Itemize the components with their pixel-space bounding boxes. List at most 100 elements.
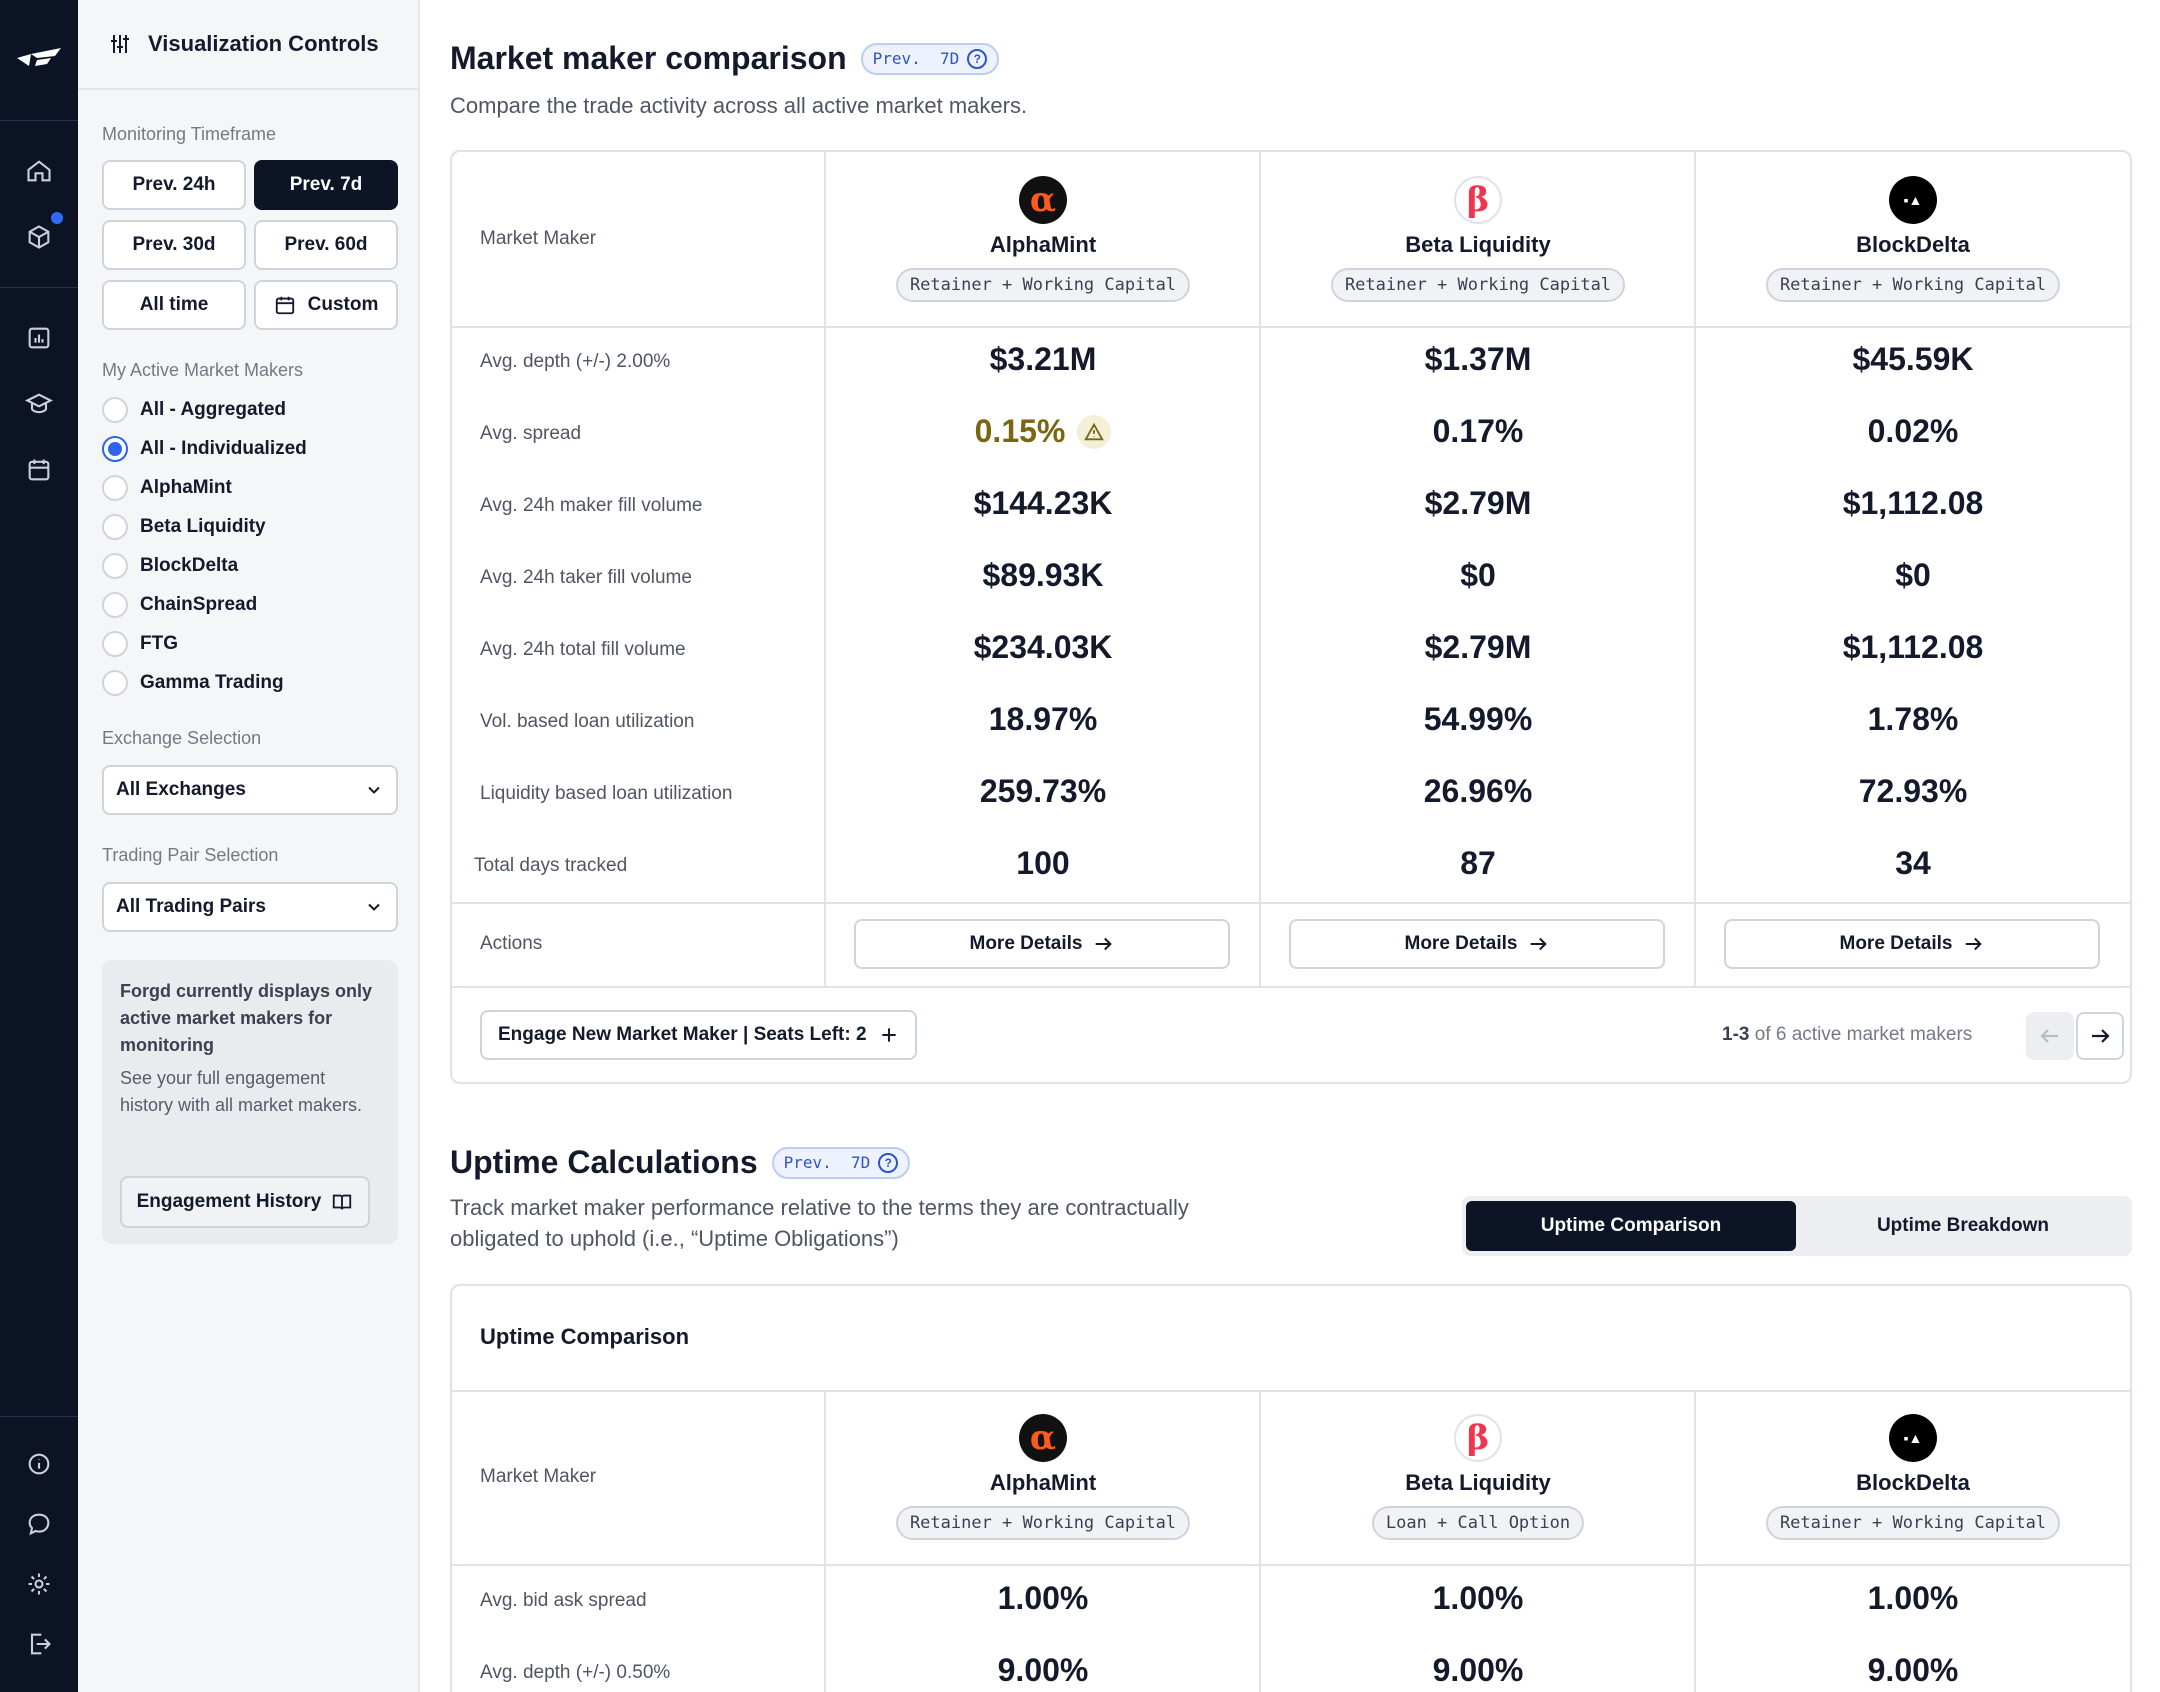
maker-option-label: AlphaMint — [140, 477, 232, 498]
radio-button[interactable] — [102, 514, 128, 540]
radio-button[interactable] — [102, 397, 128, 423]
cube-icon[interactable] — [23, 221, 55, 253]
maker-option[interactable]: Gamma Trading — [102, 668, 284, 698]
maker-option[interactable]: FTG — [102, 629, 178, 659]
engagement-history-label: Engagement History — [136, 1191, 322, 1212]
help-icon[interactable]: ? — [967, 48, 988, 69]
info-icon[interactable] — [23, 1448, 55, 1480]
timeframe-badge[interactable]: Prev. 7D ? — [860, 42, 1000, 75]
metric-value-warning: 0.15% — [826, 413, 1260, 450]
maker-column-header: β Beta Liquidity Loan + Call Option — [1261, 1414, 1695, 1540]
more-details-label: More Details — [969, 933, 1083, 954]
maker-option-label: BlockDelta — [140, 555, 239, 576]
timeframe-badge-label: Prev. 7D — [872, 49, 960, 68]
makers-label: My Active Market Makers — [102, 360, 304, 380]
pagination-text: 1-3 of 6 active market makers — [1722, 1024, 1972, 1046]
maker-option-label: All - Individualized — [140, 438, 307, 459]
alphamint-logo: α — [1019, 176, 1067, 224]
timeframe-30d-button[interactable]: Prev. 30d — [102, 220, 246, 270]
maker-option[interactable]: AlphaMint — [102, 473, 232, 503]
arrow-left-icon — [2040, 1029, 2058, 1043]
timeframe-24h-button[interactable]: Prev. 24h — [102, 160, 246, 210]
row-divider — [452, 1564, 2130, 1566]
maker-name: BlockDelta — [1856, 232, 1970, 257]
more-details-button[interactable]: More Details — [1289, 919, 1665, 969]
forgd-logo[interactable] — [15, 44, 63, 76]
maker-option[interactable]: Beta Liquidity — [102, 512, 266, 542]
timeframe-60d-button[interactable]: Prev. 60d — [254, 220, 398, 270]
trading-pair-select[interactable]: All Trading Pairs — [102, 882, 398, 932]
blockdelta-logo: ▪▲ — [1889, 176, 1937, 224]
maker-option-label: Gamma Trading — [140, 672, 284, 693]
row-divider — [452, 1390, 2130, 1392]
previous-page-button[interactable] — [2026, 1012, 2074, 1060]
arrow-right-icon — [1966, 937, 1983, 951]
maker-option[interactable]: All - Aggregated — [102, 395, 286, 425]
metric-value: $234.03K — [973, 629, 1113, 665]
book-icon — [333, 1194, 352, 1210]
exchange-select[interactable]: All Exchanges — [102, 765, 398, 815]
next-page-button[interactable] — [2076, 1012, 2124, 1060]
engage-label: Engage New Market Maker | Seats Left: 2 — [498, 1024, 867, 1045]
metric-value: 1.00% — [1867, 1580, 1959, 1616]
settings-icon[interactable] — [23, 1568, 55, 1600]
comparison-subtitle: Compare the trade activity across all ac… — [450, 93, 1028, 118]
col-divider — [824, 152, 826, 988]
timeframe-7d-button[interactable]: Prev. 7d — [254, 160, 398, 210]
maker-option-label: FTG — [140, 633, 178, 654]
col-divider — [1694, 152, 1696, 988]
visualization-controls-panel: Visualization Controls Monitoring Timefr… — [78, 0, 420, 1692]
info-strong-text: Forgd currently displays only active mar… — [120, 981, 373, 1055]
exchange-label: Exchange Selection — [102, 728, 262, 748]
maker-option[interactable]: ChainSpread — [102, 590, 257, 620]
metric-value: 1.00% — [997, 1580, 1089, 1616]
calendar-icon — [275, 296, 294, 315]
timeframe-badge[interactable]: Prev. 7D ? — [771, 1146, 911, 1179]
tab-uptime-comparison[interactable]: Uptime Comparison — [1466, 1201, 1796, 1251]
metric-value: 26.96% — [1423, 773, 1533, 809]
pair-label: Trading Pair Selection — [102, 845, 279, 865]
metric-value: 1.00% — [1432, 1580, 1524, 1616]
radio-button[interactable] — [102, 670, 128, 696]
notification-dot — [51, 212, 63, 224]
maker-name: Beta Liquidity — [1405, 1470, 1551, 1495]
tab-uptime-breakdown[interactable]: Uptime Breakdown — [1876, 1215, 2050, 1236]
rail-divider — [0, 287, 78, 288]
chart-icon[interactable] — [23, 322, 55, 354]
help-icon[interactable]: ? — [878, 1152, 899, 1173]
metric-value: $144.23K — [973, 485, 1113, 521]
row-label: Avg. 24h total fill volume — [480, 639, 686, 660]
radio-button-selected[interactable] — [102, 436, 128, 462]
maker-option[interactable]: All - Individualized — [102, 434, 307, 464]
radio-button[interactable] — [102, 553, 128, 579]
logout-icon[interactable] — [23, 1628, 55, 1660]
more-details-label: More Details — [1404, 933, 1518, 954]
engagement-history-button[interactable]: Engagement History — [120, 1176, 370, 1228]
radio-button[interactable] — [102, 475, 128, 501]
metric-value: $2.79M — [1424, 485, 1532, 521]
education-icon[interactable] — [23, 388, 55, 420]
calendar-icon[interactable] — [23, 454, 55, 486]
home-icon[interactable] — [23, 155, 55, 187]
maker-option[interactable]: BlockDelta — [102, 551, 238, 581]
row-label: Avg. depth (+/-) 2.00% — [480, 351, 671, 372]
radio-button[interactable] — [102, 631, 128, 657]
timeframe-all-time-button[interactable]: All time — [102, 280, 246, 330]
engage-new-market-maker-button[interactable]: Engage New Market Maker | Seats Left: 2 — [480, 1010, 917, 1060]
col-divider — [1259, 1390, 1261, 1692]
timeframe-custom-button[interactable]: Custom — [254, 280, 398, 330]
exchange-select-value: All Exchanges — [116, 779, 246, 800]
alphamint-logo: α — [1019, 1414, 1067, 1462]
warning-icon[interactable] — [1077, 414, 1112, 449]
metric-value: $0 — [1460, 557, 1496, 593]
beta-liquidity-logo: β — [1454, 176, 1502, 224]
metric-value: 0.17% — [1432, 413, 1524, 449]
chat-icon[interactable] — [23, 1508, 55, 1540]
more-details-button[interactable]: More Details — [1724, 919, 2100, 969]
more-details-button[interactable]: More Details — [854, 919, 1230, 969]
maker-name: Beta Liquidity — [1405, 232, 1551, 257]
row-divider — [452, 326, 2130, 328]
radio-button[interactable] — [102, 592, 128, 618]
beta-liquidity-logo: β — [1454, 1414, 1502, 1462]
comparison-title: Market maker comparison — [450, 40, 847, 76]
